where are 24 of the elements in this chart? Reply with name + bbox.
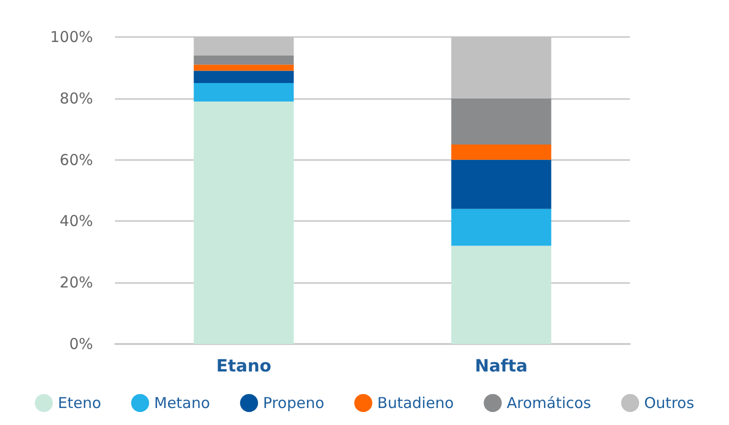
bar xyxy=(194,70,294,84)
y-tick-label: 100% xyxy=(50,28,93,46)
bar xyxy=(194,83,294,102)
legend-label: Eteno xyxy=(58,394,102,412)
y-tick-label: 80% xyxy=(60,89,93,108)
bar xyxy=(451,160,552,209)
legend-label: Outros xyxy=(644,394,694,412)
bar xyxy=(451,208,552,246)
legend-label: Propeno xyxy=(263,394,324,412)
bar xyxy=(194,55,294,65)
legend-label: Butadieno xyxy=(377,394,454,412)
x-tick-label: Etano xyxy=(216,356,272,376)
bar xyxy=(451,98,552,144)
bar xyxy=(194,101,294,344)
x-tick-label: Nafta xyxy=(474,356,528,376)
bar xyxy=(451,246,552,344)
legend-label: Aromáticos xyxy=(506,394,592,412)
y-tick-label: 60% xyxy=(60,150,93,169)
bar xyxy=(194,64,294,71)
legend-label: Metano xyxy=(154,394,210,412)
bar xyxy=(451,144,552,160)
y-tick-label: 20% xyxy=(60,274,93,292)
y-tick-label: 0% xyxy=(69,335,93,353)
y-tick-label: 40% xyxy=(60,212,93,230)
